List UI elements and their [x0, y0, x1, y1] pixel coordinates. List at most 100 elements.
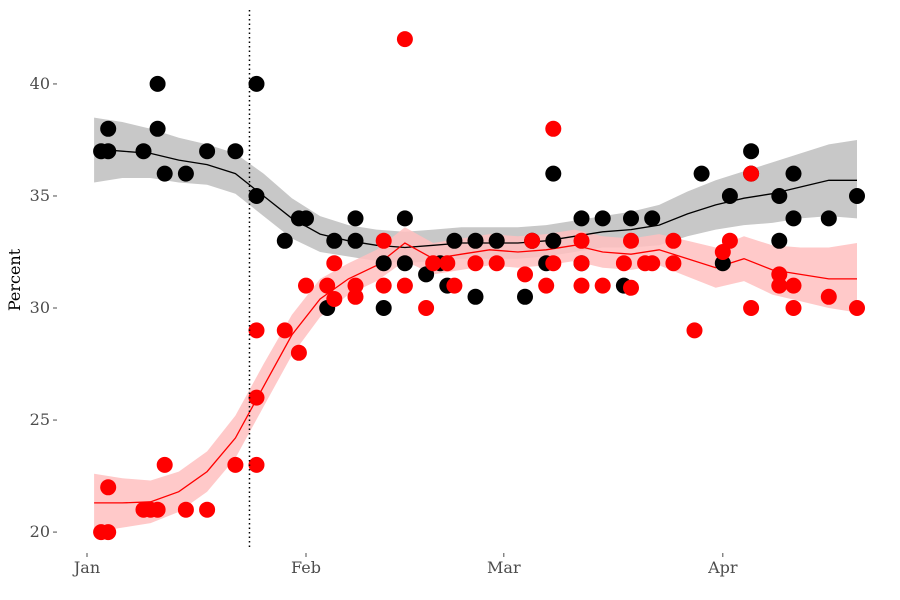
data-point — [149, 75, 166, 92]
data-point — [396, 31, 413, 48]
data-point — [545, 165, 562, 182]
data-point — [743, 143, 760, 160]
data-point — [721, 232, 738, 249]
data-point — [488, 232, 505, 249]
y-tick-label: 40 — [30, 74, 50, 93]
data-point — [693, 165, 710, 182]
data-point — [686, 322, 703, 339]
data-point — [326, 232, 343, 249]
data-point — [545, 232, 562, 249]
data-point — [743, 165, 760, 182]
data-point — [743, 300, 760, 316]
data-point — [227, 456, 244, 473]
data-point — [418, 300, 435, 316]
data-point — [771, 188, 788, 204]
data-point — [849, 188, 865, 204]
data-point — [545, 120, 562, 137]
data-point — [248, 188, 265, 204]
data-point — [623, 210, 639, 227]
data-point — [248, 456, 265, 473]
data-point — [615, 255, 632, 272]
data-point — [538, 277, 555, 294]
data-point — [665, 255, 682, 272]
data-point — [771, 232, 788, 249]
data-point — [594, 277, 611, 294]
data-point — [326, 291, 343, 307]
data-point — [644, 210, 661, 227]
data-point — [425, 255, 442, 272]
data-point — [488, 255, 505, 272]
data-point — [375, 277, 392, 294]
data-point — [248, 389, 265, 406]
data-point — [156, 456, 173, 473]
confidence-ribbons — [94, 117, 858, 533]
data-point — [100, 524, 117, 541]
data-point — [347, 210, 364, 227]
data-point — [248, 322, 265, 339]
data-point — [820, 288, 837, 305]
data-point — [644, 255, 661, 272]
data-point — [771, 277, 788, 294]
data-point — [573, 232, 590, 249]
data-point — [276, 322, 293, 339]
data-point — [785, 210, 802, 227]
x-tick-label: Mar — [487, 558, 521, 577]
data-point — [347, 277, 364, 294]
data-point — [524, 232, 541, 249]
data-point — [199, 501, 216, 518]
data-point — [785, 277, 802, 294]
data-point — [573, 255, 590, 272]
data-point — [467, 288, 484, 305]
data-point — [517, 288, 533, 305]
data-point — [298, 210, 314, 227]
data-point — [375, 300, 392, 316]
data-point — [396, 210, 413, 227]
data-point — [100, 479, 117, 496]
confidence-ribbon — [94, 117, 858, 264]
data-point — [623, 279, 639, 296]
data-point — [849, 300, 865, 316]
y-tick-label: 20 — [30, 522, 50, 541]
data-point — [290, 344, 307, 361]
data-points — [93, 31, 865, 541]
data-point — [177, 165, 194, 182]
data-point — [347, 232, 364, 249]
data-point — [375, 255, 392, 272]
y-tick-label: 25 — [30, 410, 50, 429]
data-point — [623, 232, 639, 249]
data-point — [771, 266, 788, 283]
data-point — [156, 165, 173, 182]
data-point — [298, 277, 314, 294]
confidence-ribbon — [94, 227, 858, 533]
y-axis: 20 25 30 35 40 — [30, 74, 57, 541]
y-tick-label: 35 — [30, 186, 50, 205]
data-point — [177, 501, 194, 518]
data-point — [248, 75, 265, 92]
y-tick-label: 30 — [30, 298, 50, 317]
data-point — [227, 143, 244, 160]
data-point — [517, 266, 533, 283]
data-point — [573, 210, 590, 227]
data-point — [467, 255, 484, 272]
x-axis: Jan Feb Mar Apr — [72, 553, 738, 577]
x-tick-label: Apr — [707, 558, 738, 577]
data-point — [439, 255, 456, 272]
data-point — [396, 255, 413, 272]
data-point — [319, 277, 336, 294]
y-axis-title: Percent — [5, 248, 24, 311]
data-point — [375, 232, 392, 249]
data-point — [276, 232, 293, 249]
data-point — [467, 232, 484, 249]
data-point — [573, 277, 590, 294]
data-point — [149, 120, 166, 137]
data-point — [199, 143, 216, 160]
data-point — [785, 165, 802, 182]
data-point — [665, 232, 682, 249]
data-point — [135, 143, 152, 160]
data-point — [545, 255, 562, 272]
data-point — [347, 288, 364, 305]
data-point — [594, 210, 611, 227]
data-point — [396, 277, 413, 294]
data-point — [446, 232, 463, 249]
